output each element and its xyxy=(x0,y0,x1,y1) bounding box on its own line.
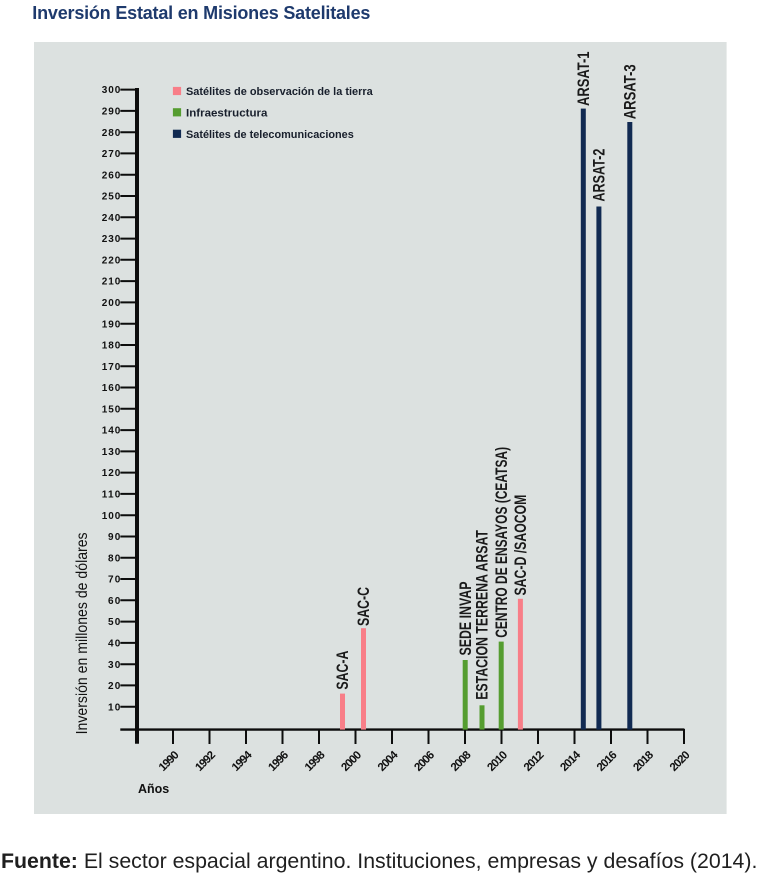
svg-text:110: 110 xyxy=(102,490,121,501)
svg-text:120: 120 xyxy=(102,468,121,479)
svg-text:150: 150 xyxy=(102,404,121,415)
svg-text:Infraestructura: Infraestructura xyxy=(186,107,268,119)
svg-text:10: 10 xyxy=(108,702,121,713)
svg-text:300: 300 xyxy=(102,85,121,96)
svg-text:70: 70 xyxy=(108,575,121,586)
svg-text:60: 60 xyxy=(108,596,121,607)
svg-text:Satélites de observación de la: Satélites de observación de la tierra xyxy=(186,86,374,98)
svg-text:230: 230 xyxy=(102,234,121,245)
svg-text:160: 160 xyxy=(102,383,121,394)
svg-text:260: 260 xyxy=(102,170,121,181)
svg-text:20: 20 xyxy=(108,681,121,692)
svg-text:270: 270 xyxy=(102,149,121,160)
svg-text:Satélites de telecomunicacione: Satélites de telecomunicaciones xyxy=(186,129,354,141)
svg-text:CENTRO DE ENSAYOS (CEATSA): CENTRO DE ENSAYOS (CEATSA) xyxy=(493,447,511,638)
svg-text:ARSAT-1: ARSAT-1 xyxy=(576,51,594,106)
svg-text:ARSAT-3: ARSAT-3 xyxy=(622,64,640,119)
svg-text:220: 220 xyxy=(102,255,121,266)
svg-text:200: 200 xyxy=(102,298,121,309)
svg-text:290: 290 xyxy=(102,107,121,118)
svg-text:180: 180 xyxy=(102,341,121,352)
svg-text:50: 50 xyxy=(108,617,121,628)
svg-text:SEDE INVAP: SEDE INVAP xyxy=(457,581,475,655)
svg-text:210: 210 xyxy=(102,277,121,288)
svg-text:90: 90 xyxy=(108,532,121,543)
svg-text:ESTACION TERRENA ARSAT: ESTACION TERRENA ARSAT xyxy=(474,530,492,700)
svg-text:SAC-D /SAOCOM: SAC-D /SAOCOM xyxy=(512,495,530,596)
svg-text:Inversión en millones de dólar: Inversión en millones de dólares xyxy=(74,532,91,734)
svg-text:250: 250 xyxy=(102,192,121,203)
svg-text:80: 80 xyxy=(108,553,121,564)
svg-text:SAC-C: SAC-C xyxy=(356,587,374,626)
svg-text:280: 280 xyxy=(102,128,121,139)
svg-text:190: 190 xyxy=(102,319,121,330)
svg-text:Años: Años xyxy=(138,782,169,796)
svg-text:SAC-A: SAC-A xyxy=(335,650,353,689)
svg-text:100: 100 xyxy=(102,511,121,522)
svg-text:140: 140 xyxy=(102,426,121,437)
svg-text:40: 40 xyxy=(108,639,121,650)
svg-text:170: 170 xyxy=(102,362,121,373)
svg-text:240: 240 xyxy=(102,213,121,224)
svg-text:130: 130 xyxy=(102,447,121,458)
svg-text:30: 30 xyxy=(108,660,121,671)
svg-text:ARSAT-2: ARSAT-2 xyxy=(591,149,609,202)
